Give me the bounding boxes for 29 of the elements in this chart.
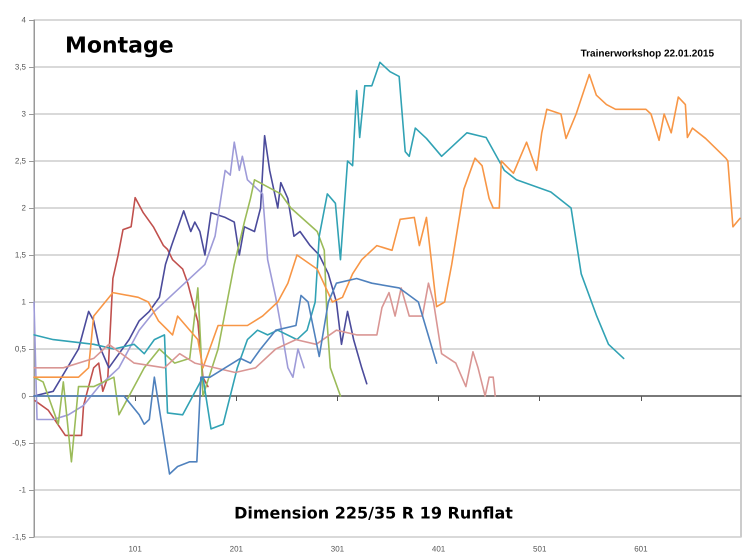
y-tick-label: 2,5 <box>14 156 27 166</box>
x-tick-label: 201 <box>230 544 244 553</box>
y-tick-label: 1 <box>22 298 27 306</box>
x-tick-label: 401 <box>432 544 446 553</box>
y-tick-label: 2 <box>22 204 27 212</box>
line-series <box>33 74 741 378</box>
y-tick-label: 3,5 <box>14 62 27 72</box>
y-tick-label: 1,5 <box>14 250 27 260</box>
line-series <box>34 196 209 436</box>
line-series <box>33 278 438 475</box>
y-tick-label: 0,5 <box>14 344 27 354</box>
y-tick-label: 3 <box>22 110 27 118</box>
y-tick-label: -1,5 <box>12 532 27 542</box>
x-tick-label: 101 <box>128 544 142 553</box>
annotation: Dimension 225/35 R 19 Runflat <box>234 504 514 522</box>
line-series <box>33 179 342 463</box>
x-tick-label: 301 <box>330 544 345 553</box>
line-series <box>33 282 496 397</box>
line-series <box>33 141 305 420</box>
y-tick-label: 0 <box>22 392 27 400</box>
text: Trainerworkshop 22.01.2015 <box>580 48 714 60</box>
text: Montage <box>65 34 174 58</box>
line-series <box>33 62 624 430</box>
x-tick-label: 601 <box>634 544 648 553</box>
x-tick-label: 501 <box>533 544 547 553</box>
line-series <box>33 134 368 397</box>
y-tick-label: -0,5 <box>12 438 27 448</box>
y-tick-label: 4 <box>22 16 27 24</box>
y-tick-label: -1 <box>18 486 27 494</box>
